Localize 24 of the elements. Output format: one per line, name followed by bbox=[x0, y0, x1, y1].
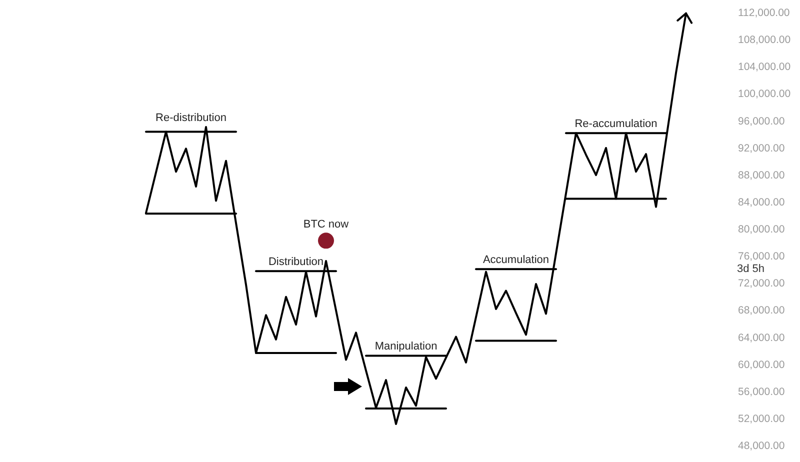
y-tick-label: 68,000.00 bbox=[738, 304, 785, 317]
y-tick-label: 76,000.00 bbox=[738, 250, 785, 263]
series-label: Manipulation bbox=[374, 340, 438, 353]
y-tick-label: 84,000.00 bbox=[738, 196, 785, 208]
y-tick-label: 80,000.00 bbox=[738, 224, 785, 236]
y-tick-label: 96,000.00 bbox=[738, 115, 785, 128]
y-tick-label: 52,000.00 bbox=[738, 412, 785, 425]
y-tick-label: 88,000.00 bbox=[738, 169, 785, 182]
series-label: Distribution bbox=[268, 256, 324, 268]
y-tick-label: 56,000.00 bbox=[738, 386, 785, 398]
y-tick-label: 112,000.00 bbox=[738, 7, 790, 19]
y-tick-label: 108,000.00 bbox=[738, 34, 791, 46]
text: 3d 5h bbox=[737, 263, 765, 275]
series-label: Re-distribution bbox=[156, 112, 226, 124]
y-tick-label: 60,000.00 bbox=[738, 358, 785, 371]
y-tick-label: 92,000.00 bbox=[738, 142, 785, 154]
series-label: Re-accumulation bbox=[574, 118, 658, 130]
series-label: Accumulation bbox=[482, 254, 550, 266]
y-tick-label: 104,000.00 bbox=[738, 61, 791, 74]
y-tick-label: 100,000.00 bbox=[738, 88, 791, 100]
y-tick-label: 48,000.00 bbox=[738, 440, 785, 452]
y-tick-label: 64,000.00 bbox=[738, 332, 785, 344]
y-tick-label: 72,000.00 bbox=[738, 278, 785, 290]
series-label: BTC now bbox=[303, 218, 349, 231]
